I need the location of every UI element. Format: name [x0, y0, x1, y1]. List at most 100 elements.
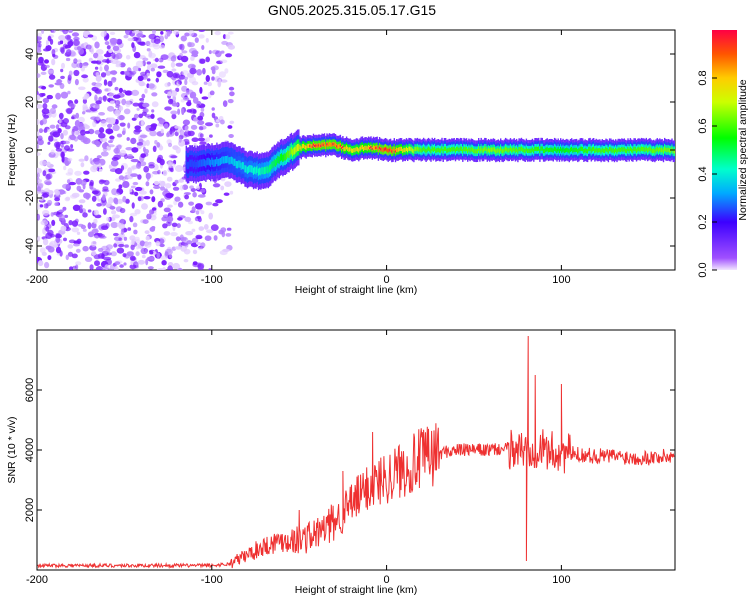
noise-dot — [103, 208, 107, 215]
noise-dot — [82, 111, 86, 115]
noise-dot — [117, 198, 123, 204]
ridge-cell — [608, 147, 611, 152]
ridge-cell — [413, 149, 415, 154]
noise-dot — [167, 204, 173, 208]
noise-dot — [136, 107, 140, 111]
ridge-cell — [497, 148, 499, 153]
ridge-cell — [656, 146, 658, 152]
noise-dot — [65, 196, 71, 201]
noise-dot — [156, 131, 162, 136]
ridge-cell — [352, 148, 354, 153]
ridge-cell — [421, 147, 424, 153]
ridge-cell — [575, 147, 578, 152]
ridge-cell — [307, 143, 310, 149]
noise-dot — [117, 115, 126, 121]
ridge-cell — [571, 146, 573, 152]
ridge-cell — [478, 146, 480, 151]
noise-dot — [160, 255, 168, 260]
noise-dot — [39, 195, 44, 202]
noise-dot — [37, 90, 39, 96]
ridge-cell — [626, 148, 628, 154]
noise-dot — [148, 33, 157, 40]
noise-dot — [73, 39, 80, 46]
noise-dot — [89, 264, 94, 270]
noise-dot — [95, 75, 102, 82]
noise-dot — [107, 80, 113, 87]
noise-dot — [170, 167, 174, 173]
noise-dot — [60, 143, 64, 148]
ridge-cell — [216, 157, 218, 165]
noise-dot — [148, 164, 155, 169]
spectrogram-xlabel: Height of straight line (km) — [295, 284, 418, 296]
noise-dot — [197, 115, 204, 121]
ridge-cell — [241, 161, 244, 170]
noise-dot — [94, 41, 100, 49]
noise-dot — [72, 204, 81, 211]
ridge-cell — [524, 149, 526, 154]
noise-dot — [112, 124, 120, 132]
noise-dot — [58, 119, 62, 124]
ridge-cell — [284, 153, 287, 161]
noise-dot — [122, 127, 126, 135]
noise-dot — [107, 105, 115, 112]
noise-dot — [118, 87, 123, 93]
noise-dot — [51, 30, 56, 34]
ridge-cell — [574, 147, 577, 153]
noise-dot — [189, 67, 197, 75]
ridge-cell — [217, 159, 219, 167]
ridge-cell — [539, 148, 541, 154]
noise-dot — [196, 236, 203, 240]
ridge-cell — [640, 146, 643, 151]
ridge-cell — [420, 148, 422, 153]
noise-dot — [123, 70, 130, 76]
ridge-cell — [453, 146, 455, 151]
ridge-cell — [586, 149, 589, 154]
noise-dot — [149, 226, 156, 232]
noise-dot — [220, 50, 225, 54]
noise-dot — [68, 239, 76, 244]
noise-dot — [102, 95, 107, 102]
noise-dot — [104, 141, 108, 147]
noise-dot — [220, 119, 225, 125]
noise-dot — [195, 241, 202, 245]
noise-dot — [192, 97, 199, 104]
noise-dot — [112, 45, 120, 51]
noise-dot — [162, 223, 168, 229]
noise-dot — [127, 37, 134, 42]
noise-dot — [62, 30, 69, 35]
noise-dot — [47, 141, 51, 145]
noise-dot — [45, 39, 49, 46]
ridge-cell — [546, 146, 548, 152]
noise-dot — [95, 82, 102, 88]
ridge-cell — [541, 146, 543, 151]
noise-dot — [211, 68, 216, 75]
colorbar: 0.0 0.2 0.4 0.6 0.8 Normalized spectral ampl… — [697, 30, 749, 278]
ridge-cell — [191, 159, 194, 167]
noise-dot — [215, 123, 220, 128]
ridge-cell — [558, 148, 561, 154]
noise-dot — [215, 199, 223, 204]
ridge-cell — [356, 147, 359, 152]
ridge-cell — [514, 148, 517, 153]
ridge-cell — [333, 141, 335, 147]
ridge-cell — [588, 147, 590, 152]
noise-dot — [113, 243, 118, 248]
noise-dot — [60, 225, 67, 232]
noise-dot — [88, 57, 93, 63]
ridge-cell — [289, 148, 291, 156]
noise-dot — [94, 94, 98, 102]
noise-dot — [74, 78, 79, 86]
ridge-cell — [295, 145, 298, 153]
ridge-cell — [605, 147, 607, 152]
ridge-cell — [441, 146, 443, 151]
noise-dot — [148, 43, 156, 48]
noise-dot — [153, 38, 161, 44]
noise-dot — [100, 120, 108, 127]
ridge-cell — [224, 156, 227, 164]
noise-dot — [153, 185, 161, 189]
ridge-cell — [639, 147, 641, 153]
x-tick-label: -200 — [26, 574, 48, 586]
ridge-cell — [593, 146, 595, 151]
ridge-cell — [366, 146, 369, 151]
noise-dot — [209, 90, 215, 96]
